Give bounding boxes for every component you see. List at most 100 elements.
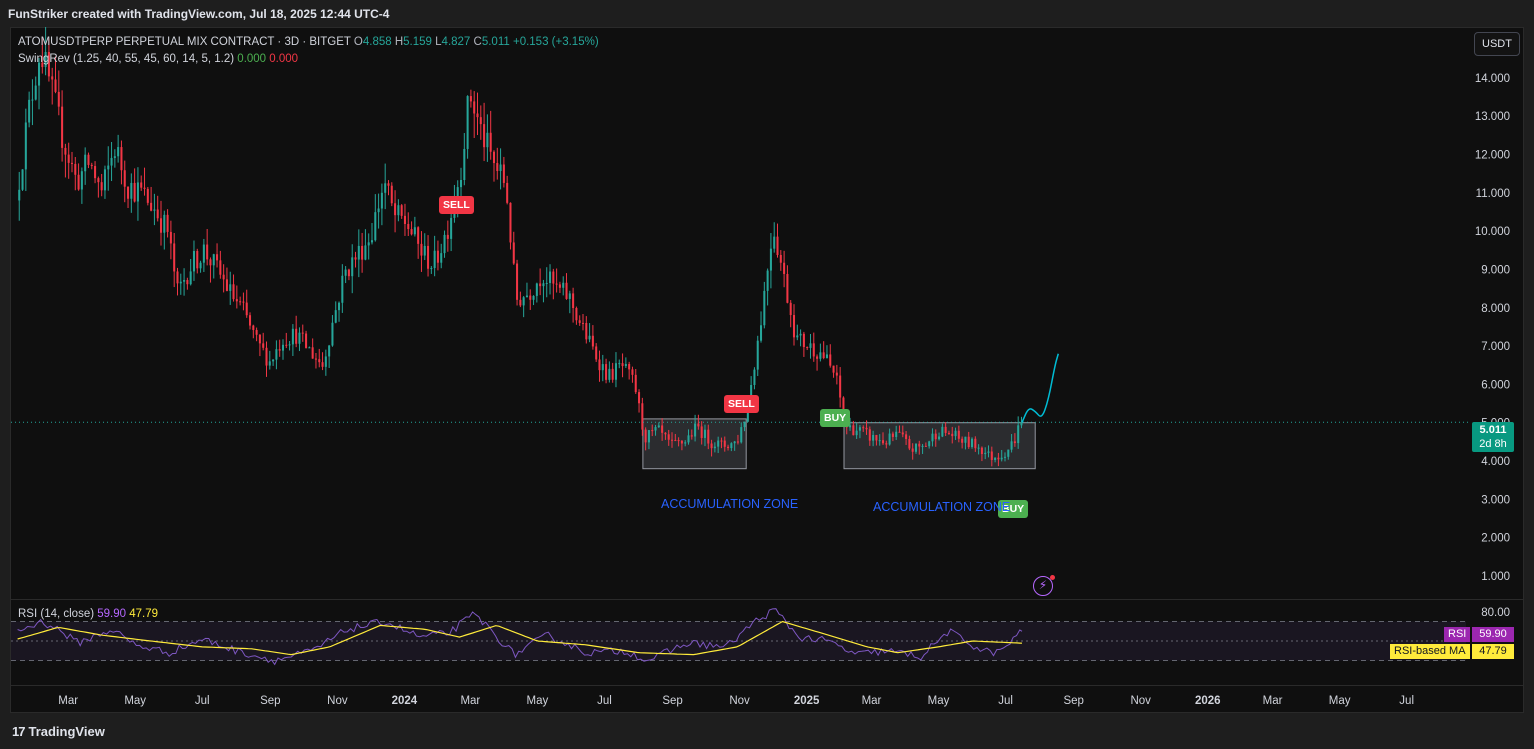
price-axis-tick: 2.000	[1481, 533, 1510, 545]
candle-131	[450, 214, 453, 252]
candle-body	[110, 157, 113, 166]
candle-119	[410, 221, 413, 236]
footer-brand[interactable]: 17 TradingView	[12, 724, 105, 739]
candle-99	[344, 266, 347, 284]
candle-255	[858, 424, 861, 439]
candle-body	[700, 426, 703, 438]
alert-bolt-icon[interactable]: ⚡	[1033, 575, 1055, 596]
candle-body	[248, 315, 252, 326]
candle-body	[446, 234, 449, 239]
candle-92	[321, 352, 324, 371]
candle-body	[479, 117, 482, 125]
chart-frame[interactable]	[10, 27, 1524, 713]
candle-body	[987, 451, 990, 453]
candle-body	[944, 426, 947, 433]
candle-body	[80, 171, 83, 190]
candle-182	[618, 359, 621, 369]
candle-270	[908, 435, 911, 451]
candle-body	[621, 363, 624, 367]
candle-179	[608, 361, 611, 383]
candle-19	[80, 167, 83, 204]
candle-body	[423, 245, 426, 256]
candle-147	[502, 156, 505, 188]
main-legend: ATOMUSDTPERP PERPETUAL MIX CONTRACT · 3D…	[18, 36, 599, 48]
candle-body	[51, 76, 54, 80]
candle-body	[97, 178, 100, 183]
candle-214	[723, 436, 726, 452]
candle-body	[1003, 456, 1007, 458]
candle-8	[44, 26, 47, 76]
candle-body	[697, 423, 700, 427]
candle-33	[127, 186, 130, 208]
candle-55	[199, 260, 202, 273]
candle-body	[835, 372, 838, 376]
candle-6	[38, 58, 41, 110]
candle-63	[225, 267, 228, 292]
candle-238	[802, 331, 805, 357]
candle-body	[852, 425, 855, 436]
candle-93	[324, 349, 327, 376]
rsi-legend[interactable]: RSI (14, close) 59.90 47.79	[18, 608, 158, 620]
candle-body	[549, 271, 552, 283]
candle-103	[357, 229, 360, 278]
indicator-legend[interactable]: SwingRev (1.25, 40, 55, 45, 60, 14, 5, 1…	[18, 53, 298, 65]
candle-244	[822, 341, 825, 360]
price-axis-tick: 4.000	[1481, 456, 1510, 468]
candle-body	[410, 229, 413, 235]
candle-body	[150, 202, 153, 211]
candle-86	[301, 324, 304, 342]
candle-body	[440, 253, 443, 263]
candle-282	[947, 430, 950, 435]
candle-254	[855, 423, 858, 439]
candle-body	[364, 245, 367, 260]
rsi-ma-legend-value: 47.79	[129, 608, 159, 620]
candle-20	[84, 147, 87, 185]
candle-body	[634, 374, 637, 393]
candle-body	[555, 283, 558, 285]
candle-body	[575, 308, 578, 321]
candle-58	[209, 257, 212, 283]
candle-body	[862, 427, 865, 429]
candle-body	[196, 251, 199, 269]
candle-body	[532, 295, 535, 300]
candle-83	[291, 324, 294, 356]
candle-170	[578, 315, 581, 326]
candle-body	[351, 257, 354, 277]
candle-body	[354, 257, 357, 260]
candle-body	[730, 443, 733, 449]
candle-208	[703, 424, 707, 447]
candle-body	[146, 188, 149, 203]
candle-body	[931, 433, 934, 442]
candle-body	[565, 282, 568, 299]
time-axis-tick: 2024	[392, 695, 418, 707]
candle-body	[585, 322, 588, 340]
candle-body	[374, 212, 377, 241]
candle-48	[176, 267, 179, 296]
candle-183	[621, 353, 624, 378]
candle-body	[377, 208, 380, 213]
currency-button[interactable]: USDT	[1474, 32, 1520, 56]
candle-27	[107, 146, 110, 191]
candle-107	[370, 223, 374, 245]
candle-25	[100, 173, 103, 197]
candle-body	[502, 164, 505, 183]
candle-192	[651, 424, 654, 437]
candle-body	[799, 333, 802, 336]
candle-172	[585, 316, 588, 344]
candle-body	[865, 427, 868, 430]
candle-body	[90, 164, 93, 167]
candle-body	[802, 333, 805, 348]
candle-body	[964, 436, 967, 443]
candle-273	[918, 440, 921, 455]
candle-209	[707, 424, 710, 450]
candle-body	[756, 340, 759, 370]
candle-85	[298, 327, 301, 352]
candle-186	[631, 366, 634, 383]
candle-body	[321, 362, 324, 367]
candle-body	[816, 356, 819, 359]
candle-169	[575, 306, 578, 325]
candle-body	[568, 293, 571, 299]
symbol-title[interactable]: ATOMUSDTPERP PERPETUAL MIX CONTRACT · 3D…	[18, 36, 351, 48]
candle-265	[891, 431, 894, 442]
